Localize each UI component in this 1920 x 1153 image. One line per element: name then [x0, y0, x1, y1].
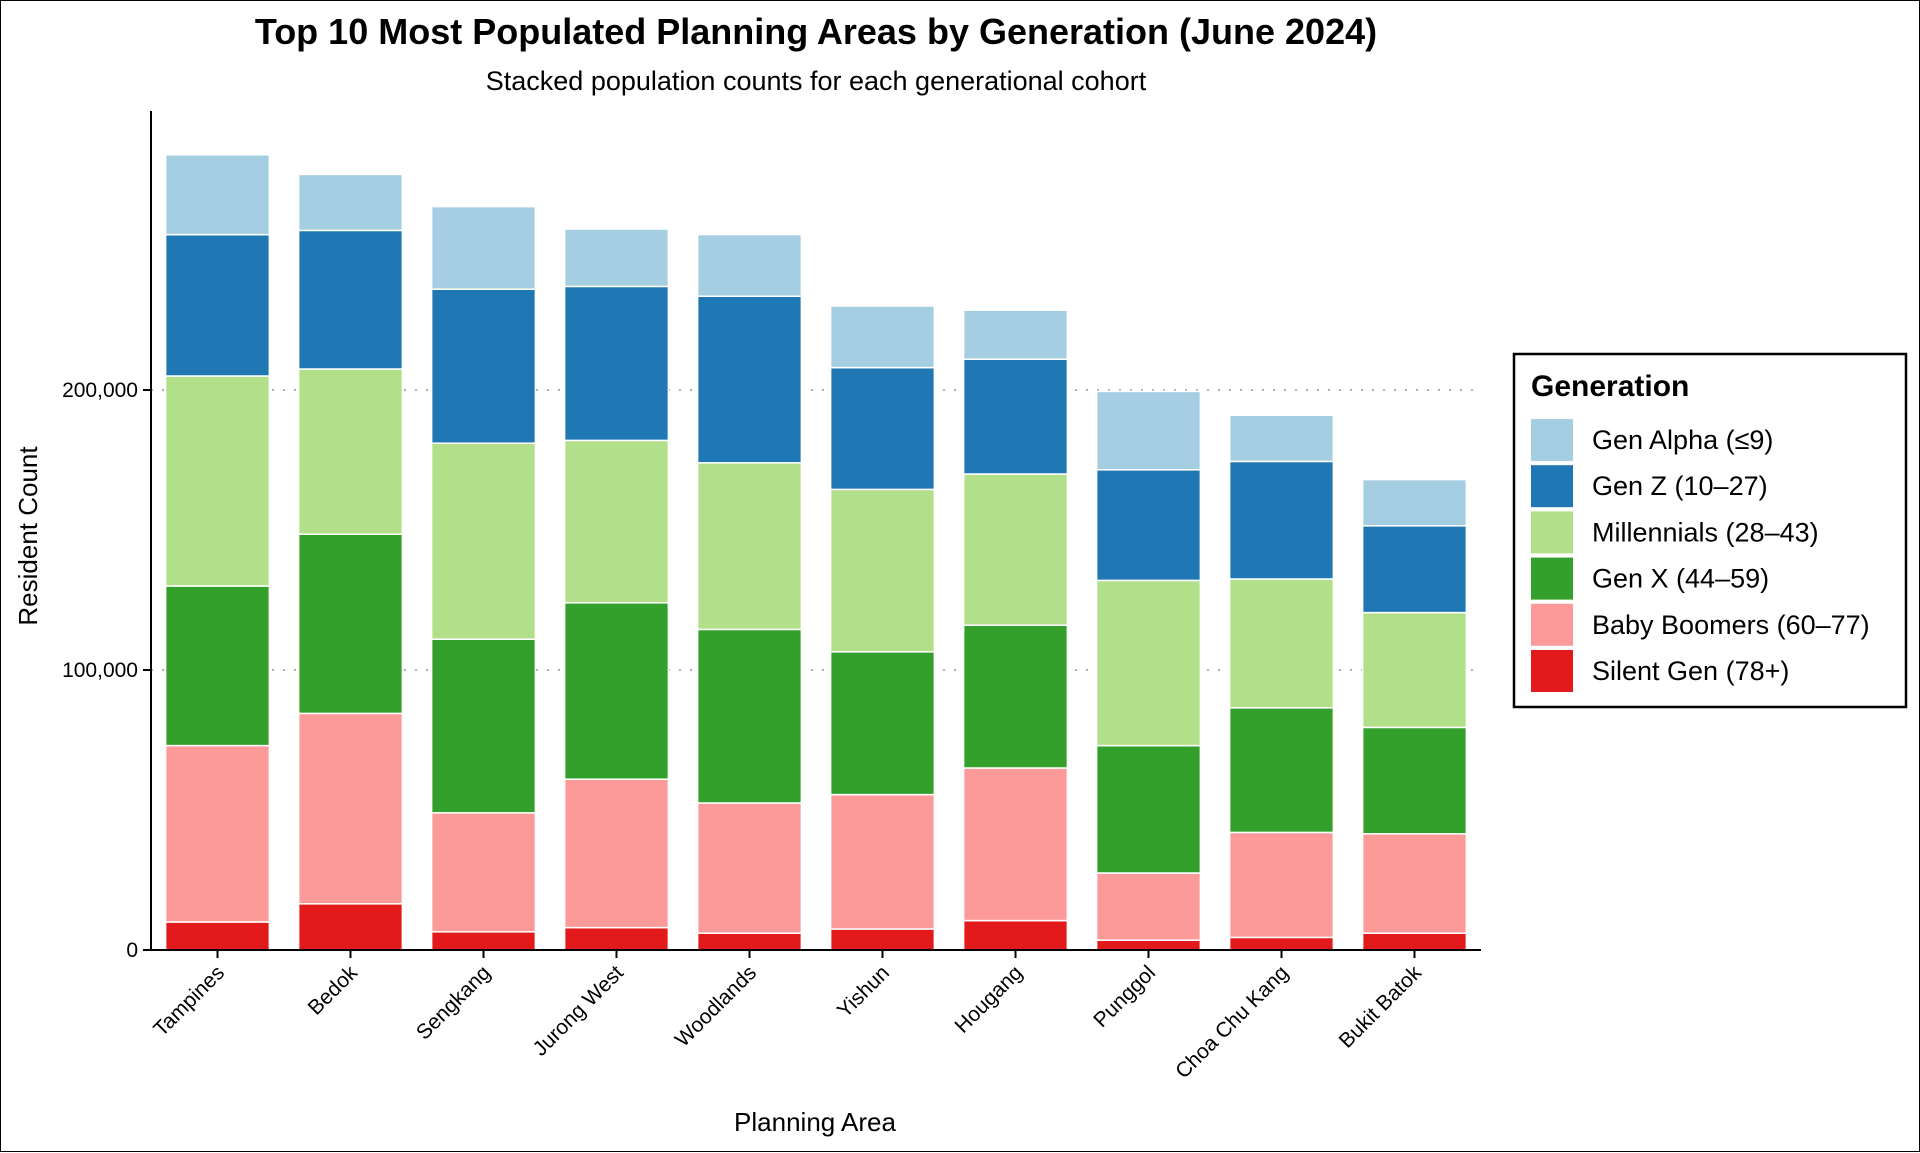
bar-segment-8-2	[1228, 707, 1335, 834]
x-tick-label-9: Bukit Batok	[1335, 961, 1427, 1053]
y-tick-label-1: 100,000	[62, 659, 138, 682]
x-tick-label-3: Jurong West	[529, 961, 628, 1060]
bar-segment-9-5	[1361, 478, 1468, 527]
legend-label-4: Baby Boomers (60–77)	[1592, 610, 1870, 640]
bar-segment-1-2	[297, 533, 404, 715]
x-tick-labels: Tampines Bedok Sengkang Jurong West Woodland…	[149, 961, 1426, 1083]
legend-items: Gen Alpha (≤9) Gen Z (10–27) Millennials (…	[1531, 419, 1870, 692]
bar-segment-6-4	[962, 358, 1069, 475]
y-tick-labels: 0 100,000 200,000	[62, 379, 138, 962]
bar-segment-7-4	[1095, 469, 1202, 582]
legend-label-0: Gen Alpha (≤9)	[1592, 425, 1773, 455]
legend-swatch-0	[1531, 419, 1573, 461]
bar-segment-0-0	[164, 921, 271, 951]
bar-segment-0-5	[164, 154, 271, 236]
bar-segment-7-3	[1095, 579, 1202, 747]
bar-segment-3-4	[563, 285, 670, 442]
bar-segment-9-3	[1361, 611, 1468, 729]
bar-segment-2-1	[430, 812, 537, 933]
bar-segment-0-3	[164, 375, 271, 587]
bar-segment-6-0	[962, 919, 1069, 951]
y-tick-label-0: 0	[126, 939, 138, 962]
bar-segment-0-1	[164, 744, 271, 923]
bar-segment-1-3	[297, 368, 404, 535]
bar-segment-3-5	[563, 228, 670, 288]
x-tick-label-1: Bedok	[304, 961, 363, 1020]
bar-segment-6-2	[962, 624, 1069, 769]
bar-segment-3-0	[563, 926, 670, 951]
x-tick-label-8: Choa Chu Kang	[1171, 961, 1293, 1083]
bar-segment-5-2	[829, 651, 936, 796]
bar-segment-0-2	[164, 585, 271, 747]
bar-segment-9-2	[1361, 726, 1468, 835]
bar-segment-4-0	[696, 932, 803, 951]
legend-title: Generation	[1531, 370, 1689, 403]
bar-segment-5-4	[829, 366, 936, 491]
bar-segment-2-2	[430, 638, 537, 814]
bar-segment-2-3	[430, 442, 537, 640]
bar-segment-4-5	[696, 233, 803, 297]
bar-segment-9-4	[1361, 525, 1468, 614]
x-tick-label-4: Woodlands	[671, 961, 761, 1051]
bar-segment-8-3	[1228, 578, 1335, 709]
bar-segment-4-3	[696, 462, 803, 631]
bar-segment-4-2	[696, 628, 803, 804]
legend-swatch-5	[1531, 650, 1573, 692]
y-axis-label: Resident Count	[13, 446, 43, 626]
legend-label-5: Silent Gen (78+)	[1592, 656, 1789, 686]
bars	[164, 154, 1468, 951]
bar-segment-4-1	[696, 802, 803, 934]
bar-segment-8-1	[1228, 831, 1335, 939]
bar-segment-5-1	[829, 793, 936, 930]
bar-segment-0-4	[164, 233, 271, 377]
bar-segment-8-0	[1228, 936, 1335, 951]
legend-swatch-2	[1531, 511, 1573, 554]
bar-segment-8-4	[1228, 460, 1335, 580]
legend-label-3: Gen X (44–59)	[1592, 564, 1769, 594]
x-tick-label-7: Punggol	[1089, 961, 1160, 1032]
x-tick-label-5: Yishun	[833, 961, 894, 1022]
bar-segment-9-1	[1361, 833, 1468, 934]
bar-segment-8-5	[1228, 414, 1335, 463]
bar-segment-6-3	[962, 473, 1069, 626]
bar-segment-1-4	[297, 229, 404, 370]
bar-segment-7-1	[1095, 872, 1202, 941]
bar-segment-1-0	[297, 903, 404, 951]
legend: Generation Gen Alpha (≤9) Gen Z (10–27) Mi…	[1512, 352, 1908, 709]
legend-swatch-1	[1531, 465, 1573, 508]
bar-segment-5-0	[829, 928, 936, 951]
bar-segment-7-0	[1095, 939, 1202, 951]
x-tick-label-6: Hougang	[950, 961, 1027, 1038]
bar-segment-3-2	[563, 602, 670, 780]
x-tick-label-0: Tampines	[149, 961, 229, 1041]
x-tick-label-2: Sengkang	[412, 961, 495, 1044]
bar-segment-5-5	[829, 305, 936, 369]
legend-label-2: Millennials (28–43)	[1592, 517, 1819, 547]
bar-segment-3-1	[563, 778, 670, 929]
x-axis-label: Planning Area	[734, 1107, 896, 1137]
bar-segment-9-0	[1361, 932, 1468, 951]
bar-segment-7-2	[1095, 744, 1202, 874]
chart-title: Top 10 Most Populated Planning Areas by …	[255, 11, 1377, 52]
bar-segment-6-5	[962, 309, 1069, 360]
bar-segment-3-3	[563, 439, 670, 604]
y-tick-label-2: 200,000	[62, 379, 138, 402]
bar-segment-2-0	[430, 931, 537, 951]
bar-segment-7-5	[1095, 390, 1202, 471]
bar-segment-2-5	[430, 205, 537, 290]
bar-segment-5-3	[829, 488, 936, 653]
legend-swatch-3	[1531, 557, 1573, 600]
axes	[143, 111, 1481, 958]
bar-segment-1-1	[297, 712, 404, 905]
legend-box	[1512, 352, 1908, 709]
bar-segment-6-1	[962, 767, 1069, 922]
bar-segment-1-5	[297, 173, 404, 232]
chart-subtitle: Stacked population counts for each gener…	[486, 66, 1147, 96]
legend-swatch-4	[1531, 603, 1573, 646]
bar-segment-2-4	[430, 288, 537, 444]
bar-segment-4-4	[696, 295, 803, 464]
legend-label-1: Gen Z (10–27)	[1592, 471, 1768, 501]
